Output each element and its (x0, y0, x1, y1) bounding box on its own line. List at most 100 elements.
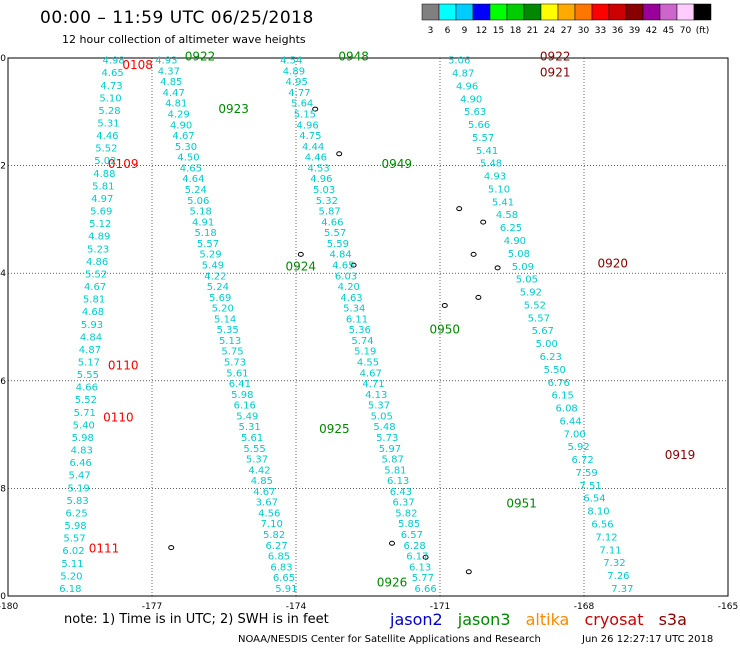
wave-height-value: 7.00 (564, 429, 586, 440)
wave-height-value: 5.77 (412, 573, 434, 584)
wave-height-value: 4.97 (91, 194, 113, 205)
wave-height-value: 5.57 (472, 133, 494, 144)
colorbar-swatch (693, 3, 712, 21)
colorbar-swatch (642, 3, 661, 21)
island-outline (312, 106, 319, 112)
wave-height-value: 4.88 (93, 169, 115, 180)
colorbar-label: 36 (612, 26, 624, 36)
colorbar-swatch (659, 3, 678, 21)
wave-height-value: 5.74 (351, 336, 373, 347)
wave-height-value: 5.48 (480, 159, 502, 170)
island-outline (168, 545, 175, 551)
satellite-tracks: 4.984.654.735.105.285.314.465.525.024.88… (59, 56, 633, 595)
colorbar-label: 6 (445, 26, 451, 36)
wave-height-value: 5.12 (89, 219, 111, 230)
wave-height-value: 4.90 (504, 236, 526, 247)
pass-time-label: 0921 (540, 66, 571, 80)
wave-height-value: 5.17 (78, 358, 100, 369)
wave-height-value: 6.17 (406, 552, 428, 563)
x-tick-label: -171 (430, 602, 450, 612)
wave-height-value: 6.37 (393, 498, 415, 509)
wave-height-value: 4.93 (484, 172, 506, 183)
wave-height-value: 5.20 (212, 304, 234, 315)
wave-height-value: 5.55 (77, 370, 99, 381)
wave-height-value: 4.98 (102, 56, 124, 67)
wave-height-value: 5.30 (175, 142, 197, 153)
colorbar-label: 9 (462, 26, 468, 36)
island-outline (465, 569, 472, 575)
wave-height-value: 5.75 (221, 347, 243, 358)
wave-height-value: 5.73 (376, 433, 398, 444)
pass-time-label: 0925 (319, 422, 350, 436)
wave-height-value: 4.89 (283, 66, 305, 77)
y-tick-label: -6 (0, 377, 6, 387)
wave-height-value: 4.75 (299, 131, 321, 142)
wave-height-value: 6.27 (265, 541, 287, 552)
island-outline (297, 251, 304, 257)
wave-height-value: 5.98 (72, 433, 94, 444)
wave-height-value: 6.44 (560, 416, 582, 427)
colorbar-label: (ft) (696, 26, 710, 36)
wave-height-value: 5.34 (343, 304, 365, 315)
pass-time-label: 0109 (108, 157, 139, 171)
pass-time-label: 0923 (218, 102, 249, 116)
y-tick-label: -10 (0, 592, 6, 602)
wave-height-value: 4.84 (80, 332, 102, 343)
wave-height-value: 5.31 (239, 422, 261, 433)
pass-time-label: 0948 (338, 49, 369, 63)
wave-height-value: 5.57 (63, 534, 85, 545)
wave-height-value: 5.57 (197, 239, 219, 250)
wave-height-value: 4.90 (460, 94, 482, 105)
wave-height-value: 7.59 (575, 468, 597, 479)
wave-height-value: 5.10 (488, 184, 510, 195)
wave-height-value: 4.67 (360, 368, 382, 379)
pass-time-label: 0111 (89, 542, 120, 556)
wave-height-value: 5.05 (371, 411, 393, 422)
wave-height-value: 3.67 (256, 498, 278, 509)
wave-height-value: 6.56 (591, 520, 613, 531)
wave-height-value: 4.64 (182, 174, 204, 185)
island-outline (475, 294, 482, 300)
pass-time-label: 0110 (103, 410, 134, 424)
wave-height-value: 5.67 (532, 326, 554, 337)
legend-cryosat: cryosat (584, 610, 644, 629)
x-tick-label: -177 (142, 602, 162, 612)
wave-height-value: 6.65 (273, 573, 295, 584)
wave-height-value: 4.53 (307, 163, 329, 174)
wave-height-value: 7.26 (607, 571, 629, 582)
legend-jason2: jason2 (390, 610, 443, 629)
wave-height-value: 4.85 (251, 476, 273, 487)
wave-height-value: 5.85 (398, 519, 420, 530)
colorbar-label: 3 (428, 26, 434, 36)
y-tick-label: -2 (0, 162, 6, 172)
wave-height-value: 5.14 (214, 314, 236, 325)
map-gridlines (8, 58, 728, 596)
colorbar-swatch (574, 3, 593, 21)
wave-height-value: 5.37 (246, 455, 268, 466)
wave-height-value: 5.98 (64, 521, 86, 532)
wave-height-value: 7.51 (579, 481, 601, 492)
wave-height-value: 5.55 (243, 444, 265, 455)
x-tick-label: -165 (718, 602, 738, 612)
wave-height-value: 5.83 (66, 496, 88, 507)
wave-height-value: 8.10 (587, 507, 609, 518)
colorbar-swatch (489, 3, 508, 21)
wave-height-value: 4.65 (101, 68, 123, 79)
wave-height-value: 4.47 (163, 88, 185, 99)
wave-height-value: 6.02 (62, 546, 84, 557)
pass-time-label: 0926 (377, 576, 408, 590)
wave-height-value: 6.41 (229, 379, 251, 390)
wave-height-value: 5.59 (327, 239, 349, 250)
wave-height-value: 5.52 (85, 269, 107, 280)
wave-height-value: 5.66 (468, 120, 490, 131)
wave-height-value: 5.57 (324, 228, 346, 239)
wave-height-value: 5.02 (94, 156, 116, 167)
colorbar-swatch (608, 3, 627, 21)
wave-height-value: 4.68 (82, 307, 104, 318)
wave-height-value: 4.50 (177, 153, 199, 164)
colorbar-swatch (506, 3, 525, 21)
wave-height-value: 6.83 (270, 562, 292, 573)
wave-height-value: 5.03 (313, 185, 335, 196)
wave-height-value: 4.20 (338, 282, 360, 293)
